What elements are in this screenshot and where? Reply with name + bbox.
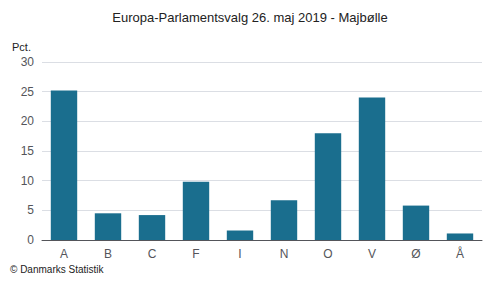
svg-text:B: B bbox=[104, 247, 112, 261]
svg-text:15: 15 bbox=[21, 144, 35, 158]
svg-text:Ø: Ø bbox=[411, 247, 420, 261]
svg-text:C: C bbox=[148, 247, 157, 261]
svg-text:10: 10 bbox=[21, 174, 35, 188]
svg-text:Pct.: Pct. bbox=[12, 41, 31, 53]
svg-text:Å: Å bbox=[456, 246, 464, 261]
svg-text:Europa-Parlamentsvalg 26. maj: Europa-Parlamentsvalg 26. maj 2019 - Maj… bbox=[112, 10, 387, 25]
svg-text:25: 25 bbox=[21, 85, 35, 99]
svg-text:V: V bbox=[368, 247, 376, 261]
svg-text:N: N bbox=[280, 247, 289, 261]
svg-text:O: O bbox=[323, 247, 332, 261]
svg-text:F: F bbox=[192, 247, 199, 261]
svg-text:© Danmarks Statistik: © Danmarks Statistik bbox=[10, 264, 105, 275]
svg-text:I: I bbox=[238, 247, 241, 261]
svg-text:20: 20 bbox=[21, 114, 35, 128]
svg-text:5: 5 bbox=[27, 203, 34, 217]
svg-text:A: A bbox=[60, 247, 68, 261]
svg-text:0: 0 bbox=[27, 233, 34, 247]
svg-text:30: 30 bbox=[21, 55, 35, 69]
